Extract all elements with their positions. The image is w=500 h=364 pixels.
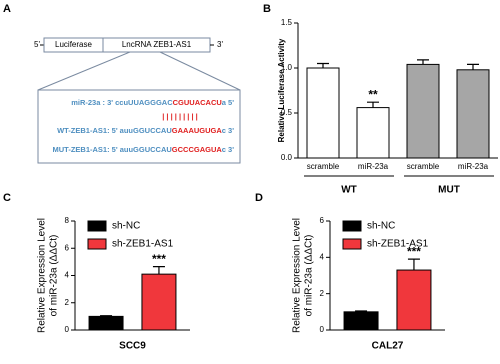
box-label: Luciferase bbox=[55, 40, 92, 49]
panel-label: D bbox=[255, 192, 263, 204]
pairing: | | | | | | | | | bbox=[162, 112, 198, 121]
legend-swatch bbox=[87, 238, 107, 250]
y-tick-label: 4 bbox=[320, 252, 325, 261]
seq-label: WT-ZEB1-AS1: 5' auuGGUCCAU bbox=[57, 126, 172, 135]
legend-label: sh-ZEB1-AS1 bbox=[112, 239, 174, 250]
error-bar bbox=[367, 101, 379, 108]
legend-label: sh-NC bbox=[367, 221, 395, 232]
legend-label: sh-ZEB1-AS1 bbox=[367, 239, 429, 250]
seq-tail: c 3' bbox=[222, 145, 234, 154]
three-prime: 3' bbox=[217, 40, 223, 49]
annotation: ** bbox=[368, 87, 378, 101]
y-tick-label: 2 bbox=[320, 289, 325, 298]
error-bar bbox=[317, 62, 329, 68]
panel-label: B bbox=[263, 3, 271, 15]
seq-tail: a 5' bbox=[222, 98, 234, 107]
bar bbox=[406, 63, 440, 159]
sequence-row: WT-ZEB1-AS1: 5' auuGGUCCAUGAAAUGUGAc 3' bbox=[57, 126, 234, 135]
seed: CGUUACACU bbox=[173, 98, 222, 107]
y-tick-label: 6 bbox=[65, 243, 70, 252]
bar bbox=[306, 67, 340, 159]
annotation: *** bbox=[407, 244, 421, 258]
panel-label: C bbox=[3, 192, 11, 204]
x-tick-label: CAL27 bbox=[372, 341, 404, 352]
y-tick-label: 0.0 bbox=[281, 153, 293, 162]
y-tick-label: 2 bbox=[65, 298, 70, 307]
group-label: MUT bbox=[438, 185, 460, 196]
annotation: *** bbox=[152, 252, 166, 266]
bar bbox=[141, 273, 177, 331]
legend-swatch bbox=[342, 220, 362, 232]
y-axis-label: Relative Luciferase Activity bbox=[277, 38, 286, 142]
seq-tail: c 3' bbox=[222, 126, 234, 135]
y-tick-label: 6 bbox=[320, 216, 325, 225]
error-bar bbox=[417, 59, 429, 65]
y-axis-label: of miR-23a (ΔΔCt) bbox=[304, 235, 315, 317]
bar bbox=[456, 69, 490, 159]
y-tick-label: 0 bbox=[65, 325, 70, 334]
sequence-row: MUT-ZEB1-AS1: 5' auuGGUCCAUGCCCGAGUAc 3' bbox=[52, 145, 234, 154]
panel-label: A bbox=[3, 3, 11, 15]
y-tick-label: 4 bbox=[65, 271, 70, 280]
y-tick-label: 0.5 bbox=[281, 108, 293, 117]
error-bar bbox=[407, 258, 420, 271]
bar bbox=[88, 315, 124, 331]
seed: GAAAUGUGA bbox=[172, 126, 223, 135]
panel-a: A 5' Luciferase LncRNA ZEB1-AS1 3' miR-2… bbox=[3, 3, 241, 164]
y-axis-label: Relative Expression Level bbox=[292, 218, 303, 333]
seq-label: MUT-ZEB1-AS1: 5' auuGGUCCAU bbox=[52, 145, 171, 154]
bar bbox=[356, 107, 390, 159]
y-tick-label: 1.5 bbox=[281, 18, 293, 27]
legend-swatch bbox=[87, 220, 107, 232]
x-tick-label: miR-23a bbox=[458, 162, 489, 171]
detail-box bbox=[37, 89, 241, 164]
seq-label: miR-23a : 3' ccuUUAGGGAC bbox=[71, 98, 173, 107]
seed: GCCCGAGUA bbox=[172, 145, 223, 154]
x-tick-label: SCC9 bbox=[119, 341, 146, 352]
box-label: LncRNA ZEB1-AS1 bbox=[122, 40, 192, 49]
x-tick-label: miR-23a bbox=[358, 162, 389, 171]
error-bar bbox=[355, 310, 368, 312]
five-prime: 5' bbox=[34, 40, 40, 49]
y-tick-label: 8 bbox=[65, 216, 70, 225]
sequence-row: miR-23a : 3' ccuUUAGGGACCGUUACACUa 5' bbox=[71, 98, 234, 107]
zoom-line bbox=[37, 51, 131, 91]
y-axis-label: of miR-23a (ΔΔCt) bbox=[49, 235, 60, 317]
y-tick-label: 0 bbox=[320, 325, 325, 334]
error-bar bbox=[152, 266, 165, 275]
legend-swatch bbox=[342, 238, 362, 250]
error-bar bbox=[467, 63, 479, 70]
legend-label: sh-NC bbox=[112, 221, 140, 232]
bar bbox=[396, 269, 432, 331]
x-tick-label: scramble bbox=[407, 162, 440, 171]
y-tick-label: 1.0 bbox=[281, 63, 293, 72]
bar bbox=[343, 311, 379, 331]
x-tick-label: scramble bbox=[307, 162, 340, 171]
zoom-line bbox=[159, 51, 241, 91]
y-axis-label: Relative Expression Level bbox=[37, 218, 48, 333]
group-label: WT bbox=[341, 185, 357, 196]
error-bar bbox=[100, 315, 113, 317]
